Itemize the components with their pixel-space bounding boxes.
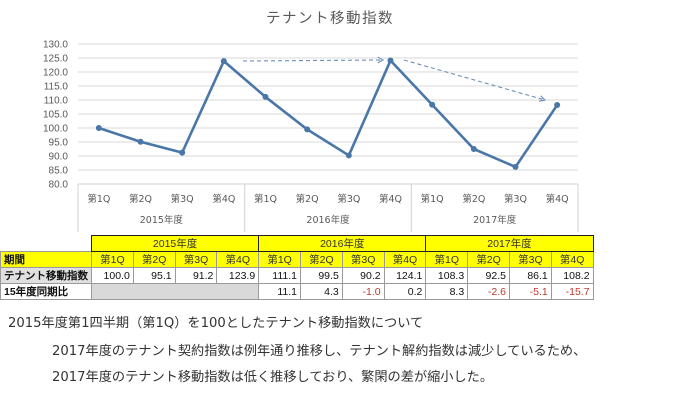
index-value: 90.2 [341, 267, 385, 284]
x-tick-label: 第3Q [504, 193, 527, 205]
yoy-value: 4.3 [299, 283, 343, 300]
data-point [345, 152, 352, 159]
chart-title: テナント移動指数 [266, 10, 394, 27]
x-tick-label: 第1Q [87, 193, 110, 205]
quarter-header: 第4Q [383, 251, 427, 268]
x-tick-label: 第2Q [129, 193, 152, 205]
y-tick-label: 100.0 [43, 124, 68, 135]
y-tick-label: 125.0 [43, 54, 68, 65]
x-group-label: 2015年度 [140, 214, 184, 226]
quarter-header: 第3Q [508, 251, 552, 268]
x-tick-label: 第3Q [171, 193, 194, 205]
quarter-header: 第2Q [299, 251, 343, 268]
data-point [95, 125, 102, 131]
y-tick-label: 115.0 [44, 82, 69, 93]
data-point [179, 149, 186, 156]
quarter-header: 第1Q [91, 251, 134, 268]
index-value: 99.5 [299, 267, 343, 284]
index-value: 108.3 [425, 267, 469, 284]
period-label: 期間 [0, 251, 92, 268]
yoy-value: -15.7 [550, 283, 594, 300]
x-axis: 第1Q 第2Q 第3Q 第4Q 第1Q 第2Q 第3Q 第4Q 第1Q 第2Q 第3Q 第4Q 2015… [77, 183, 579, 232]
quarter-header: 第4Q [550, 251, 594, 268]
quarter-header: 第3Q [341, 251, 385, 268]
quarter-header: 第2Q [132, 251, 176, 268]
y-tick-label: 110.0 [44, 96, 69, 107]
quarter-header: 第4Q [216, 251, 260, 268]
y-tick-label: 95.0 [49, 138, 69, 149]
index-value: 123.9 [216, 267, 260, 284]
quarter-header: 第1Q [258, 251, 301, 268]
y-tick-label: 90.0 [49, 152, 69, 163]
year-header-2016: 2016年度 [258, 235, 427, 252]
y-axis-ticks: 130.0 125.0 120.0 115.0 110.0 105.0 100.0 95.0 9… [43, 40, 68, 191]
note-line-3: 2017年度のテナント移動指数は低く推移しており、繁閑の差が縮小した。 [52, 370, 494, 385]
series-line [95, 57, 561, 170]
x-tick-label: 第4Q [379, 193, 402, 205]
yoy-value: 11.1 [258, 283, 301, 300]
x-tick-label: 第2Q [462, 193, 485, 205]
index-value: 108.2 [550, 267, 594, 284]
index-value: 100.0 [91, 267, 134, 284]
data-table: 2015年度 2016年度 2017年度 期間 第1Q 第2Q 第3Q 第4Q 第1Q 第… [0, 235, 594, 300]
yoy-value: -1.0 [341, 283, 385, 300]
index-row: テナント移動指数 100.0 95.1 91.2 123.9 111.1 99.5 90.2… [0, 267, 594, 284]
gridlines [78, 43, 578, 185]
x-tick-label: 第4Q [212, 193, 235, 205]
data-point [470, 146, 477, 152]
data-point [220, 58, 227, 65]
yoy-value: -5.1 [508, 283, 552, 300]
y-tick-label: 130.0 [43, 40, 68, 51]
data-point [137, 138, 144, 145]
index-value: 92.5 [467, 267, 510, 284]
yoy-value: 8.3 [425, 283, 469, 300]
yoy-value: 0.2 [383, 283, 427, 300]
y-tick-label: 105.0 [43, 110, 68, 121]
year-header-row: 2015年度 2016年度 2017年度 [0, 235, 594, 252]
note-line-1: 2015年度第1四半期（第1Q）を100としたテナント移動指数について [8, 316, 424, 331]
x-tick-label: 第2Q [296, 193, 319, 205]
yoy-row: 15年度同期比 11.1 4.3 -1.0 0.2 8.3 -2.6 -5.1 -15.7 [0, 283, 594, 300]
x-tick-label: 第1Q [254, 193, 277, 205]
y-tick-label: 80.0 [49, 180, 69, 191]
quarter-header: 第3Q [174, 251, 218, 268]
data-point [304, 126, 311, 133]
quarter-header: 第1Q [425, 251, 469, 268]
data-point [512, 163, 519, 170]
y-tick-label: 120.0 [43, 68, 68, 79]
index-value: 91.2 [174, 267, 218, 284]
yoy-label: 15年度同期比 [0, 283, 92, 300]
year-header-2017: 2017年度 [425, 235, 594, 252]
line-chart: テナント移動指数 130.0125.0120.0115.0110.0105.01… [43, 10, 579, 232]
trend-arrows [242, 56, 547, 102]
yoy-value: -2.6 [467, 283, 510, 300]
data-point [262, 93, 269, 100]
x-group-label: 2017年度 [473, 214, 517, 226]
data-point [387, 57, 394, 64]
yoy-empty-2015 [90, 283, 260, 300]
y-tick-label: 85.0 [49, 166, 69, 177]
x-tick-label: 第4Q [546, 193, 569, 205]
x-group-label: 2016年度 [306, 214, 350, 226]
period-row: 期間 第1Q 第2Q 第3Q 第4Q 第1Q 第2Q 第3Q 第4Q 第1Q 第2Q 第3Q 第4Q [0, 251, 594, 268]
index-label: テナント移動指数 [0, 267, 92, 284]
index-value: 124.1 [383, 267, 427, 284]
data-point [429, 101, 436, 108]
x-tick-label: 第3Q [337, 193, 360, 205]
x-tick-label: 第1Q [421, 193, 444, 205]
data-point [554, 102, 561, 109]
index-value: 95.1 [132, 267, 176, 284]
index-value: 111.1 [258, 267, 301, 284]
index-value: 86.1 [508, 267, 552, 284]
year-header-2015: 2015年度 [90, 235, 260, 252]
note-line-2: 2017年度のテナント契約指数は例年通り推移し、テナント解約指数は減少しているた… [52, 344, 587, 359]
blank-cell [0, 235, 92, 252]
quarter-header: 第2Q [467, 251, 510, 268]
